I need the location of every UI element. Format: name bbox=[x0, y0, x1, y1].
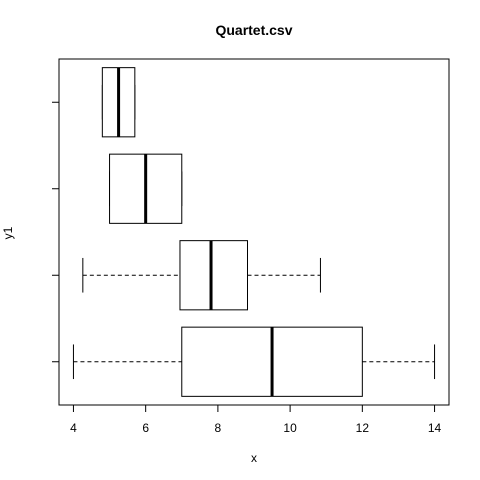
x-axis: 4 6 8 10 12 14 bbox=[70, 404, 442, 435]
box-3 bbox=[109, 153, 183, 224]
boxes-group bbox=[72, 67, 436, 397]
x-tick-label: 4 bbox=[70, 421, 77, 435]
box-4 bbox=[101, 67, 136, 138]
y-axis bbox=[52, 101, 60, 363]
x-axis-label: x bbox=[251, 451, 257, 465]
y-axis-label: y1 bbox=[1, 226, 15, 239]
x-tick-label: 6 bbox=[142, 421, 149, 435]
chart-title: Quartet.csv bbox=[215, 22, 292, 38]
x-tick-label: 8 bbox=[215, 421, 222, 435]
box-2 bbox=[82, 240, 321, 311]
x-tick-label: 12 bbox=[356, 421, 370, 435]
box-rect bbox=[179, 240, 249, 311]
x-tick-label: 14 bbox=[428, 421, 442, 435]
box-1 bbox=[72, 326, 436, 397]
x-tick-label: 10 bbox=[283, 421, 297, 435]
